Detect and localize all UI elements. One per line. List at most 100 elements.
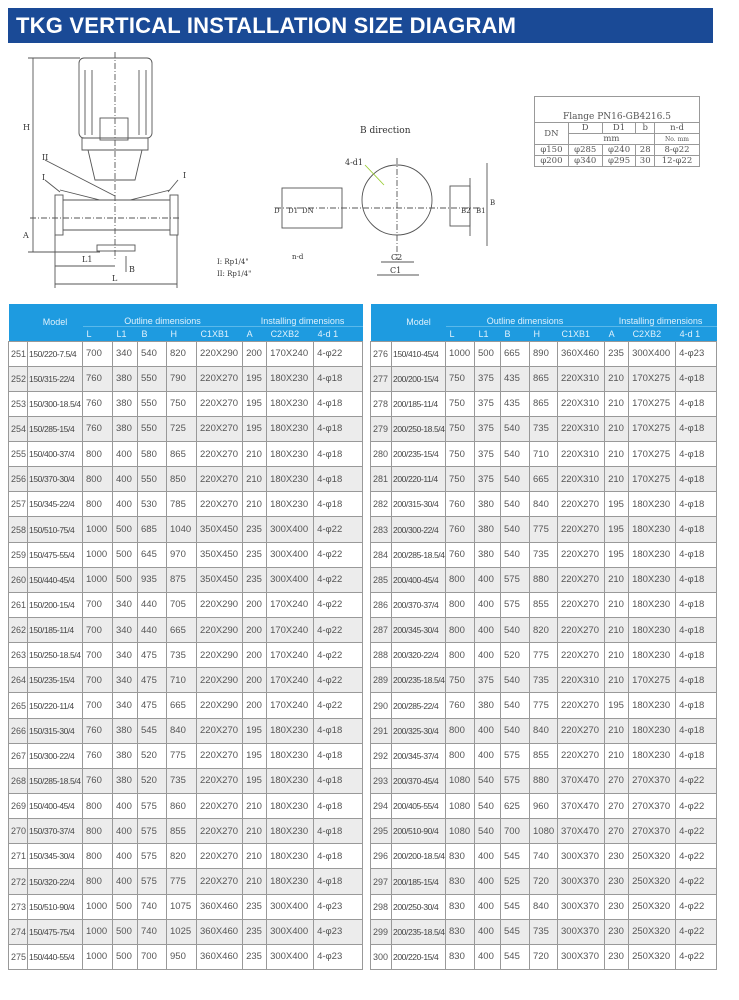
- dimension-cell: 750: [445, 390, 475, 417]
- svg-text:n-d: n-d: [292, 253, 304, 261]
- dimension-cell: 300X370: [556, 868, 606, 895]
- dimension-cell: 4-φ18: [313, 742, 364, 769]
- table-row: 300 200/220-15/4 830 400 545 720 300X370 230 250…: [370, 943, 718, 971]
- dimension-cell: 210: [604, 390, 630, 417]
- dimension-cell: 250X320: [628, 868, 677, 895]
- dimension-cell: 540: [500, 617, 530, 644]
- dimension-cell: 740: [529, 843, 558, 870]
- dimension-cell: 370X470: [556, 818, 606, 845]
- table-row: 278 200/185-11/4 750 375 435 865 220X310 210 170…: [370, 390, 718, 417]
- dimension-cell: 540: [500, 466, 530, 493]
- row-number: 266: [8, 717, 28, 744]
- row-number: 256: [8, 466, 28, 493]
- row-number: 291: [370, 717, 392, 744]
- dimension-cell: 710: [529, 441, 558, 468]
- table-row: 294 200/405-55/4 1080 540 625 960 370X470 270 27…: [370, 793, 718, 820]
- row-number: 254: [8, 415, 28, 443]
- flange-cell: φ295: [601, 155, 637, 167]
- dimension-cell: 4-φ18: [675, 541, 718, 568]
- table-row: 291 200/325-30/4 800 400 540 840 220X270 210 180…: [370, 717, 718, 744]
- dimension-cell: 270X370: [628, 818, 677, 845]
- row-number: 265: [8, 692, 28, 719]
- dimension-cell: 760: [82, 365, 113, 392]
- dimension-cell: 735: [529, 667, 558, 694]
- dimension-cell: 4-φ18: [675, 415, 718, 443]
- svg-text:H: H: [23, 123, 30, 132]
- model-cell: 200/405-55/4: [391, 793, 446, 820]
- row-number: 264: [8, 667, 28, 694]
- table-row: 266 150/315-30/4 760 380 545 840 220X270 195 180…: [8, 717, 364, 744]
- dimension-cell: 540: [500, 692, 530, 719]
- row-number: 269: [8, 793, 28, 820]
- model-cell: 150/300-22/4: [27, 742, 83, 769]
- dimension-cell: 195: [242, 390, 268, 417]
- dimension-cell: 865: [529, 365, 558, 392]
- dimension-cell: 440: [137, 591, 167, 619]
- dimension-cell: 220X290: [195, 692, 244, 719]
- dimension-cell: 545: [500, 943, 530, 971]
- model-cell: 150/220-7.5/4: [27, 340, 83, 367]
- table-row: 270 150/370-37/4 800 400 575 855 220X270 210 180…: [8, 818, 364, 845]
- dimension-cell: 300X370: [556, 843, 606, 870]
- row-number: 255: [8, 441, 28, 468]
- dimension-cell: 220X310: [556, 415, 606, 443]
- svg-text:B: B: [490, 199, 495, 207]
- row-number: 284: [370, 541, 392, 568]
- dimension-cell: 220X270: [556, 491, 606, 518]
- dimension-cell: 220X270: [556, 642, 606, 669]
- dimension-cell: 220X270: [195, 717, 244, 744]
- dimension-cell: 575: [137, 793, 167, 820]
- dimension-cell: 210: [604, 441, 630, 468]
- dimension-cell: 180X230: [628, 541, 677, 568]
- column-header: C2XB2: [628, 326, 676, 341]
- dimension-cell: 340: [112, 667, 138, 694]
- svg-text:I: I: [42, 173, 45, 182]
- dimension-cell: 380: [112, 767, 138, 795]
- dimension-cell: 4-φ18: [675, 642, 718, 669]
- dimension-cell: 475: [137, 692, 167, 719]
- dimension-cell: 195: [242, 717, 268, 744]
- model-cell: 200/315-30/4: [391, 491, 446, 518]
- table-row: 286 200/370-37/4 800 400 575 855 220X270 210 180…: [370, 591, 718, 619]
- svg-text:B1: B1: [476, 207, 486, 215]
- dimension-cell: 4-φ23: [313, 893, 364, 920]
- dimension-cell: 665: [500, 340, 530, 367]
- row-number: 300: [370, 943, 392, 971]
- dimension-cell: 300X400: [628, 340, 677, 367]
- dimension-cell: 170X275: [628, 667, 677, 694]
- model-cell: 150/510-90/4: [27, 893, 83, 920]
- dimension-cell: 800: [82, 441, 113, 468]
- dimension-cell: 400: [474, 591, 501, 619]
- dimension-cell: 830: [445, 943, 475, 971]
- dimension-cell: 500: [112, 943, 138, 971]
- model-cell: 150/320-22/4: [27, 868, 83, 895]
- dimension-cell: 250X320: [628, 943, 677, 971]
- dimension-cell: 710: [166, 667, 197, 694]
- svg-text:II: II: [42, 153, 48, 162]
- model-cell: 200/220-15/4: [391, 943, 446, 971]
- row-number: 285: [370, 566, 392, 593]
- dimension-cell: 4-φ22: [675, 893, 718, 920]
- dimension-cell: 180X230: [628, 742, 677, 769]
- model-cell: 200/285-18.5/4: [391, 541, 446, 568]
- dimension-cell: 855: [529, 742, 558, 769]
- model-cell: 200/250-30/4: [391, 893, 446, 920]
- dimension-cell: 645: [137, 541, 167, 568]
- dimension-cell: 1000: [82, 541, 113, 568]
- dimension-cell: 4-φ18: [313, 868, 364, 895]
- dimension-cell: 820: [166, 843, 197, 870]
- dimension-cell: 180X230: [266, 466, 315, 493]
- svg-text:C2: C2: [391, 253, 402, 262]
- dimension-cell: 220X270: [556, 742, 606, 769]
- dimension-cell: 400: [112, 843, 138, 870]
- model-cell: 200/345-30/4: [391, 617, 446, 644]
- table-row: 277 200/200-15/4 750 375 435 865 220X310 210 170…: [370, 365, 718, 392]
- dimension-cell: 4-φ22: [675, 843, 718, 870]
- model-cell: 200/200-18.5/4: [391, 843, 446, 870]
- row-number: 270: [8, 818, 28, 845]
- dimension-cell: 665: [529, 466, 558, 493]
- dimension-cell: 400: [474, 642, 501, 669]
- dimension-cell: 540: [500, 491, 530, 518]
- dimension-cell: 800: [445, 591, 475, 619]
- dimension-cell: 735: [166, 767, 197, 795]
